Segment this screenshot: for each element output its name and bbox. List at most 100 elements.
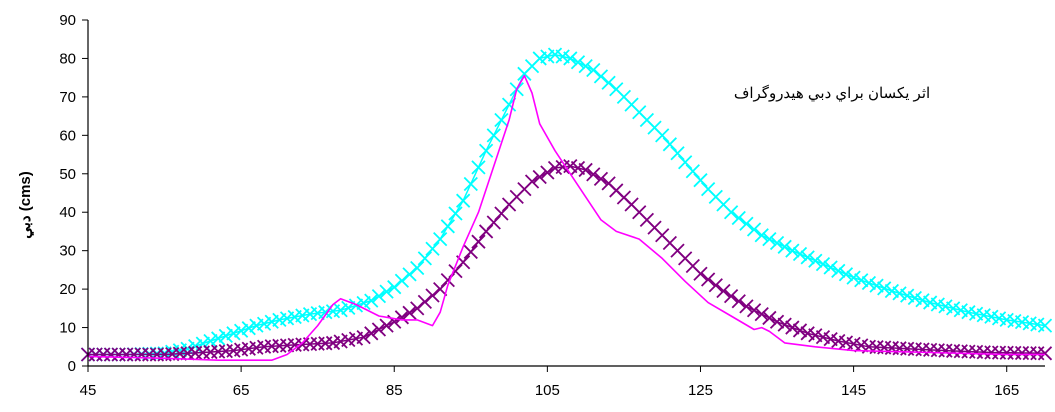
series-0-marker-46: [433, 231, 448, 247]
series-1-marker-83: [716, 283, 731, 299]
x-tick-label-145: 145: [841, 382, 866, 399]
series-0-marker-96: [815, 256, 831, 272]
series-0-marker-76: [662, 137, 677, 152]
series-1-marker-58: [524, 174, 540, 189]
axes-layer: 0 10 20 30 40 50 60 70 80 90 45 65 85 105 125 145 165: [59, 12, 1045, 399]
series-0-marker-88: [754, 228, 769, 243]
series-layer: [80, 47, 1053, 362]
y-axis-label: (cms) دبي: [17, 171, 35, 239]
series-0-marker-87: [746, 222, 762, 237]
series-1-marker-65: [578, 162, 593, 178]
x-tick-label-125: 125: [688, 382, 713, 399]
series-0-marker-102: [861, 275, 877, 291]
series-0-marker-39: [379, 284, 394, 299]
series-0-marker-63: [563, 51, 578, 66]
series-1-marker-42: [402, 305, 417, 320]
series-0-marker-37: [364, 293, 379, 308]
series-0-marker-45: [425, 241, 440, 256]
y-tick-label-50: 50: [59, 166, 76, 183]
x-tick-label-105: 105: [535, 382, 560, 399]
series-0-marker-18: [218, 328, 233, 344]
series-1-marker-86: [739, 299, 754, 314]
series-0-marker-95: [808, 253, 823, 268]
series-1-marker-92: [785, 320, 800, 335]
series-0-marker-16: [203, 333, 218, 349]
series-0-marker-21: [241, 321, 256, 336]
series-0-marker-90: [769, 235, 785, 251]
y-tick-label-20: 20: [59, 281, 76, 298]
series-1-marker-88: [754, 306, 769, 322]
series-2: [87, 74, 1045, 361]
y-tick-label-90: 90: [59, 12, 76, 29]
series-0-marker-20: [233, 323, 249, 338]
series-2-line: [87, 74, 1045, 361]
series-1-marker-53: [486, 215, 501, 230]
series-0-marker-92: [785, 243, 800, 258]
series-1-marker-37: [364, 326, 379, 341]
series-1-marker-93: [792, 323, 808, 338]
series-0-marker-19: [226, 326, 241, 341]
series-0-marker-78: [678, 155, 693, 170]
series-0-marker-105: [884, 283, 900, 299]
series-0-marker-101: [854, 273, 869, 288]
series-0-marker-52: [478, 143, 494, 158]
series-0-marker-44: [417, 251, 433, 266]
series-1-marker-41: [394, 310, 410, 325]
series-1-marker-87: [746, 303, 762, 318]
x-tick-label-85: 85: [386, 382, 403, 399]
series-0-marker-97: [823, 260, 838, 275]
series-0-marker-65: [578, 58, 593, 74]
series-1-line: [88, 165, 1046, 356]
series-1-marker-67: [593, 171, 609, 187]
annotation-text: اثر يكسان براي دبي هيدروگراف: [734, 84, 930, 102]
series-0-marker-104: [877, 281, 892, 296]
y-tick-label-60: 60: [59, 127, 76, 144]
series-0-marker-43: [410, 260, 425, 276]
series-0-marker-54: [494, 112, 509, 128]
y-tick-label-40: 40: [59, 204, 76, 221]
series-0-marker-47: [440, 219, 455, 234]
series-1-marker-125: [1037, 346, 1053, 361]
series-1-marker-91: [777, 317, 792, 332]
series-1-marker-51: [471, 234, 486, 249]
series-0-marker-75: [655, 128, 670, 143]
series-1-marker-50: [463, 244, 478, 260]
series-1-marker-46: [433, 281, 448, 297]
series-1-marker-90: [769, 314, 785, 329]
series-0-marker-50: [463, 176, 478, 192]
series-0-marker-80: [693, 173, 708, 188]
y-tick-label-10: 10: [59, 320, 76, 337]
series-0-marker-89: [762, 231, 777, 247]
series-0-marker-79: [685, 164, 700, 179]
series-1-marker-85: [731, 294, 746, 309]
series-0-marker-38: [371, 289, 387, 304]
series-0-marker-51: [471, 160, 486, 175]
series-0-marker-85: [731, 210, 746, 226]
series-1-marker-54: [494, 206, 509, 221]
series-0-marker-91: [777, 239, 792, 254]
series-0-marker-49: [456, 193, 471, 208]
series-0-marker-98: [831, 263, 846, 278]
series-0-marker-77: [670, 146, 685, 161]
series-0-marker-103: [869, 278, 884, 293]
series-1-marker-81: [700, 272, 716, 287]
series-0-marker-125: [1037, 318, 1053, 333]
y-tick-label-80: 80: [59, 50, 76, 67]
series-0-marker-33: [333, 303, 348, 318]
series-1-marker-60: [540, 165, 555, 180]
series-1-marker-82: [708, 278, 723, 293]
series-0-marker-109: [915, 293, 930, 308]
series-1-marker-36: [356, 330, 371, 345]
series-0-marker-100: [846, 270, 861, 285]
series-0-marker-64: [570, 55, 586, 70]
series-0-marker-94: [800, 250, 815, 265]
x-tick-label-165: 165: [994, 382, 1019, 399]
y-tick-label-70: 70: [59, 89, 76, 106]
x-tick-label-45: 45: [80, 382, 97, 399]
series-0-marker-107: [900, 288, 915, 303]
series-0-marker-93: [792, 246, 808, 262]
series-1-marker-89: [762, 310, 777, 326]
series-1-marker-84: [723, 289, 739, 304]
y-tick-label-30: 30: [59, 243, 76, 260]
series-0-marker-48: [448, 206, 463, 221]
